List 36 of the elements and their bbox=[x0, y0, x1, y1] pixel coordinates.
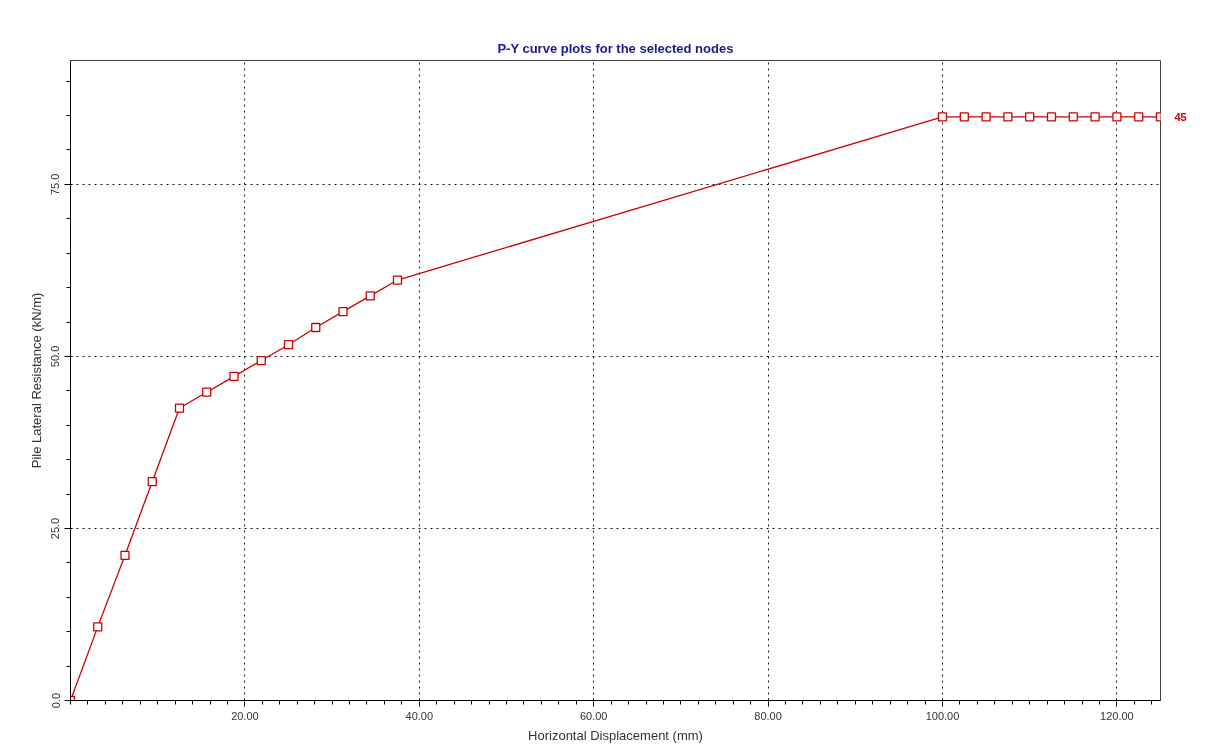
point bbox=[1025, 112, 1035, 122]
point bbox=[1046, 112, 1057, 122]
y-tick-label: 25.0 bbox=[49, 517, 62, 540]
point bbox=[1090, 112, 1100, 122]
point bbox=[202, 387, 212, 397]
point bbox=[256, 355, 266, 366]
point bbox=[937, 112, 948, 122]
point bbox=[1003, 112, 1013, 122]
x-tick-label: 120.00 bbox=[1100, 709, 1134, 722]
series-label: 45 bbox=[1174, 110, 1187, 123]
point bbox=[283, 340, 294, 350]
x-tick-label: 60.00 bbox=[579, 709, 608, 722]
point bbox=[93, 622, 103, 632]
point bbox=[147, 477, 157, 487]
point bbox=[120, 550, 130, 560]
point bbox=[392, 275, 403, 285]
y-axis-title: Pile Lateral Resistance (kN/m) bbox=[28, 292, 44, 469]
y-tick-label: 0.0 bbox=[49, 692, 62, 709]
x-tick-label: 100.00 bbox=[925, 709, 960, 722]
point bbox=[365, 291, 375, 301]
x-tick-label: 40.00 bbox=[405, 709, 434, 722]
y-tick-label: 50.0 bbox=[49, 345, 62, 368]
point bbox=[959, 112, 969, 122]
point bbox=[229, 371, 239, 382]
point bbox=[174, 403, 185, 413]
point bbox=[311, 322, 321, 333]
y-tick-label: 75.0 bbox=[49, 173, 62, 196]
x-tick-label: 20.00 bbox=[231, 709, 259, 722]
point bbox=[1112, 112, 1122, 122]
x-tick-label: 80.00 bbox=[754, 709, 782, 722]
x-axis-title: Horizontal Displacement (mm) bbox=[528, 727, 703, 743]
point bbox=[1068, 112, 1078, 122]
chart-title: P-Y curve plots for the selected nodes bbox=[497, 40, 734, 56]
point bbox=[338, 307, 348, 317]
point bbox=[1134, 112, 1144, 122]
point bbox=[981, 112, 991, 122]
